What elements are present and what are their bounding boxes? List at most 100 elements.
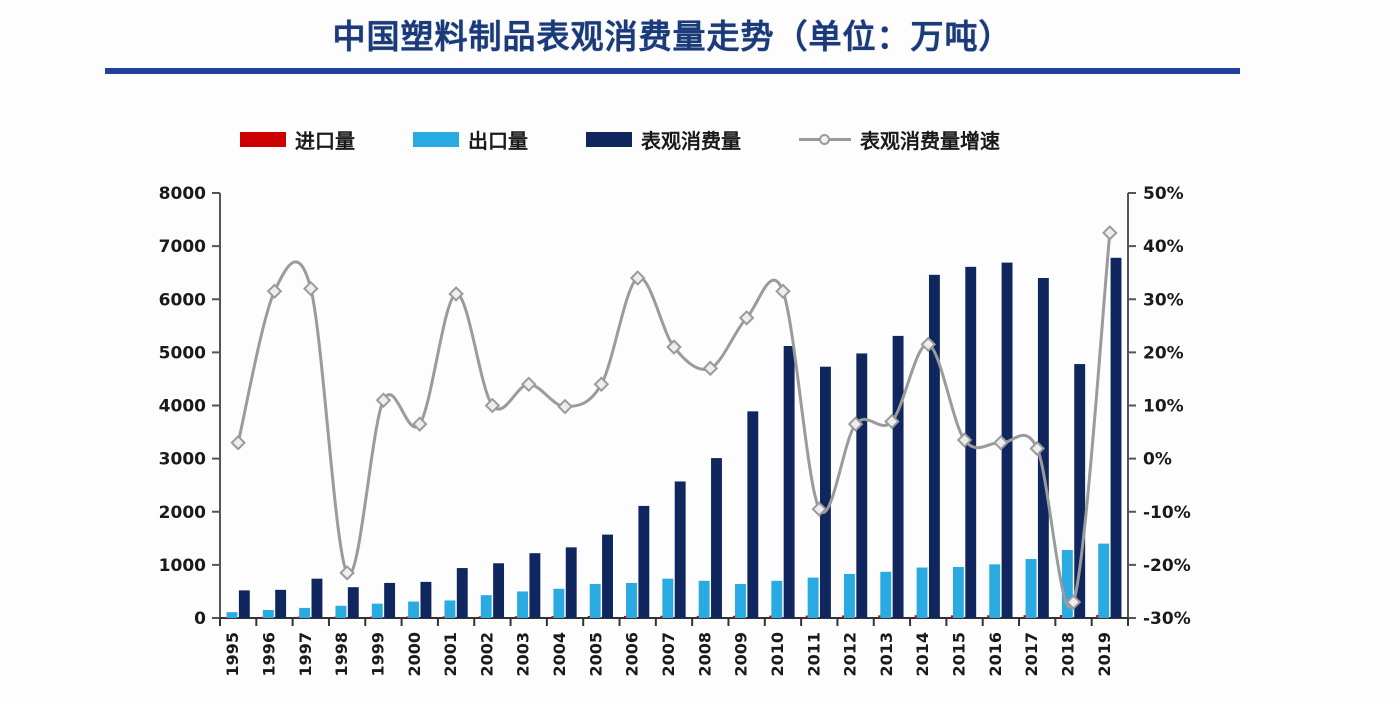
- chart-legend: 进口量 出口量 表观消费量 表观消费量增速: [240, 124, 1180, 154]
- bar-consumption: [1110, 257, 1122, 618]
- bar-import: [333, 616, 336, 618]
- legend-label-consumption: 表观消费量: [641, 128, 741, 153]
- growth-line-marker: [375, 392, 392, 408]
- bar-consumption: [820, 366, 831, 618]
- bar-consumption: [602, 534, 613, 618]
- right-axis-tick-label: 40%: [1143, 237, 1184, 257]
- left-axis-tick-label: 0: [194, 609, 206, 629]
- growth-line-marker: [629, 270, 646, 286]
- bar-import: [369, 616, 373, 618]
- bar-consumption: [965, 266, 977, 618]
- bar-export: [698, 580, 710, 618]
- growth-line-marker: [956, 432, 973, 448]
- right-axis-tick-label: 30%: [1143, 290, 1184, 310]
- right-axis-tick-label: 50%: [1143, 184, 1184, 204]
- bar-export: [226, 612, 238, 618]
- growth-line-marker: [448, 286, 464, 302]
- bar-export: [771, 580, 783, 618]
- bar-import: [914, 615, 918, 618]
- bar-consumption: [892, 335, 904, 618]
- growth-line-marker: [593, 376, 610, 393]
- growth-line-marker: [884, 413, 900, 430]
- left-axis-tick-label: 2000: [159, 503, 206, 523]
- bar-consumption: [928, 274, 940, 618]
- growth-line-marker: [666, 339, 682, 355]
- x-axis-tick-label: 2007: [659, 632, 678, 677]
- right-axis-tick-label: 20%: [1143, 343, 1184, 363]
- bar-import: [297, 616, 300, 618]
- right-axis-tick-label: -30%: [1143, 609, 1191, 629]
- bar-export: [553, 588, 565, 618]
- growth-line-marker: [1029, 440, 1045, 457]
- bar-consumption: [384, 582, 396, 618]
- bar-export: [916, 567, 928, 618]
- bar-import: [406, 616, 409, 618]
- x-axis-tick-label: 2005: [586, 632, 605, 677]
- bar-consumption: [638, 505, 650, 618]
- x-axis-tick-label: 2011: [804, 632, 823, 677]
- bar-import: [1023, 615, 1026, 618]
- legend-item-import: 进口量: [240, 125, 355, 154]
- bar-consumption: [1074, 364, 1086, 618]
- legend-swatch-export-icon: [413, 131, 459, 147]
- growth-line-marker: [702, 360, 719, 377]
- x-axis-tick-label: 2008: [695, 632, 714, 677]
- growth-line: [236, 231, 1112, 609]
- x-axis-tick-label: 2006: [623, 632, 642, 677]
- bars-layer: [224, 257, 1122, 618]
- bar-consumption: [529, 553, 541, 618]
- bar-consumption: [347, 587, 359, 618]
- growth-line-marker: [738, 310, 755, 326]
- bar-export: [989, 564, 1001, 618]
- bar-export: [843, 573, 855, 618]
- x-axis-tick-label: 2010: [768, 632, 787, 677]
- bar-export: [262, 610, 274, 618]
- x-axis-tick-label: 1995: [223, 632, 242, 677]
- bar-consumption: [565, 547, 577, 618]
- bar-consumption: [856, 353, 868, 618]
- growth-line-marker: [811, 501, 828, 517]
- legend-label-export: 出口量: [468, 128, 528, 153]
- bar-export: [589, 584, 601, 618]
- x-axis-tick-label: 2012: [841, 632, 860, 677]
- bar-consumption: [711, 458, 722, 618]
- bar-import: [769, 615, 772, 618]
- legend-label-growth: 表观消费量增速: [860, 128, 1000, 153]
- bar-import: [1059, 615, 1063, 618]
- growth-line-marker: [847, 416, 864, 432]
- x-axis-tick-label: 2001: [441, 632, 460, 677]
- x-axis-tick-label: 2017: [1022, 632, 1041, 677]
- growth-line-marker: [266, 283, 283, 300]
- bar-import: [624, 615, 627, 618]
- x-axis-tick-label: 1998: [332, 632, 351, 677]
- bar-export: [371, 603, 383, 618]
- x-axis-tick-label: 2000: [405, 632, 424, 677]
- bar-export: [408, 601, 420, 618]
- bar-export: [735, 584, 746, 618]
- left-axis-tick-label: 3000: [159, 450, 206, 470]
- x-axis-tick-label: 2003: [514, 632, 533, 677]
- bar-import: [260, 616, 264, 618]
- x-axis-tick-label: 1997: [296, 632, 315, 677]
- bar-consumption: [238, 590, 250, 618]
- bar-export: [952, 567, 964, 618]
- growth-line-marker: [993, 434, 1009, 451]
- bar-export: [1061, 550, 1073, 618]
- legend-swatch-import-icon: [240, 131, 286, 147]
- bar-consumption: [311, 578, 323, 618]
- bar-consumption: [275, 589, 287, 618]
- bar-import: [950, 615, 954, 618]
- growth-line-marker: [484, 397, 501, 414]
- growth-line-marker: [920, 336, 937, 353]
- title-divider: [105, 68, 1240, 74]
- x-axis-tick-label: 2004: [550, 632, 569, 677]
- legend-item-consumption: 表观消费量: [586, 125, 741, 154]
- x-axis-tick-label: 2015: [950, 632, 969, 677]
- growth-line-marker: [520, 376, 537, 393]
- left-axis-tick-label: 5000: [159, 343, 206, 363]
- title-block: 中国塑料制品表观消费量走势（单位：万吨）: [105, 12, 1240, 74]
- x-axis-tick-label: 1999: [368, 632, 387, 677]
- growth-line-marker: [339, 565, 355, 581]
